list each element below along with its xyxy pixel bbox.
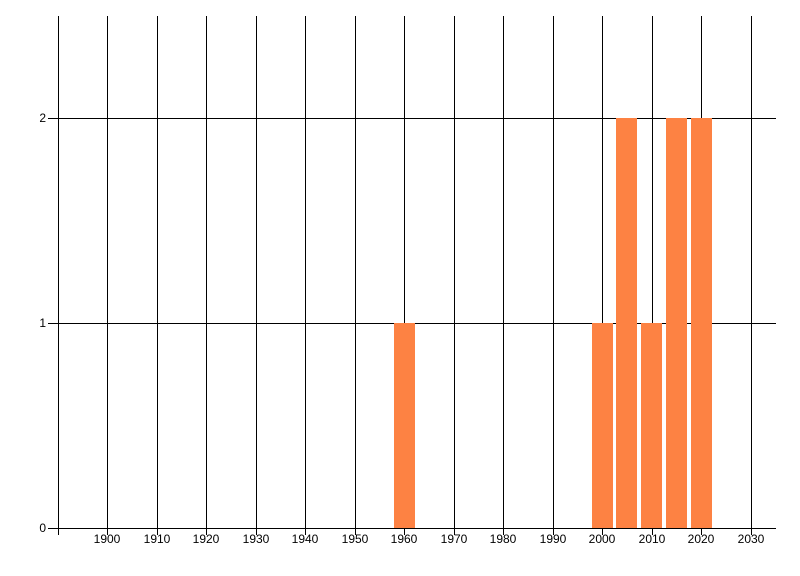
x-tick-label: 2000: [588, 532, 616, 546]
bar: [394, 323, 415, 528]
x-axis-line: [48, 528, 776, 529]
x-tick: [454, 528, 455, 535]
x-tick: [256, 528, 257, 535]
x-tick: [305, 528, 306, 535]
x-tick: [652, 528, 653, 535]
x-tick-label: 1950: [341, 532, 369, 546]
x-tick: [404, 528, 405, 535]
x-tick-label: 2020: [687, 532, 715, 546]
bar: [616, 118, 637, 528]
x-gridline: [602, 16, 603, 528]
x-tick-label: 1980: [489, 532, 517, 546]
x-gridline: [256, 16, 257, 528]
x-gridline: [355, 16, 356, 528]
x-tick: [58, 528, 59, 535]
x-gridline: [58, 16, 59, 528]
bar: [641, 323, 662, 528]
x-tick: [107, 528, 108, 535]
x-gridline: [305, 16, 306, 528]
x-tick-label: 1940: [291, 532, 319, 546]
x-gridline: [206, 16, 207, 528]
x-gridline: [157, 16, 158, 528]
x-tick: [602, 528, 603, 535]
x-gridline: [652, 16, 653, 528]
x-tick-label: 1900: [93, 532, 121, 546]
x-tick-label: 2030: [737, 532, 765, 546]
x-tick: [701, 528, 702, 535]
x-tick-label: 1960: [390, 532, 418, 546]
bar: [691, 118, 712, 528]
x-gridline: [454, 16, 455, 528]
x-gridline: [751, 16, 752, 528]
y-tick-label: 0: [39, 521, 46, 535]
x-tick-label: 2010: [638, 532, 666, 546]
x-tick-label: 1990: [539, 532, 567, 546]
x-tick: [355, 528, 356, 535]
x-tick-label: 1930: [242, 532, 270, 546]
x-tick-label: 1910: [143, 532, 171, 546]
x-gridline: [404, 16, 405, 528]
x-tick: [206, 528, 207, 535]
x-tick-label: 1970: [440, 532, 468, 546]
x-tick-label: 1920: [192, 532, 220, 546]
x-tick: [553, 528, 554, 535]
y-tick-label: 2: [39, 111, 46, 125]
x-tick: [157, 528, 158, 535]
bar: [592, 323, 613, 528]
y-tick-label: 1: [39, 316, 46, 330]
x-gridline: [107, 16, 108, 528]
x-gridline: [553, 16, 554, 528]
y-gridline: [48, 118, 776, 119]
x-tick: [751, 528, 752, 535]
x-tick: [503, 528, 504, 535]
x-gridline: [503, 16, 504, 528]
bar: [666, 118, 687, 528]
